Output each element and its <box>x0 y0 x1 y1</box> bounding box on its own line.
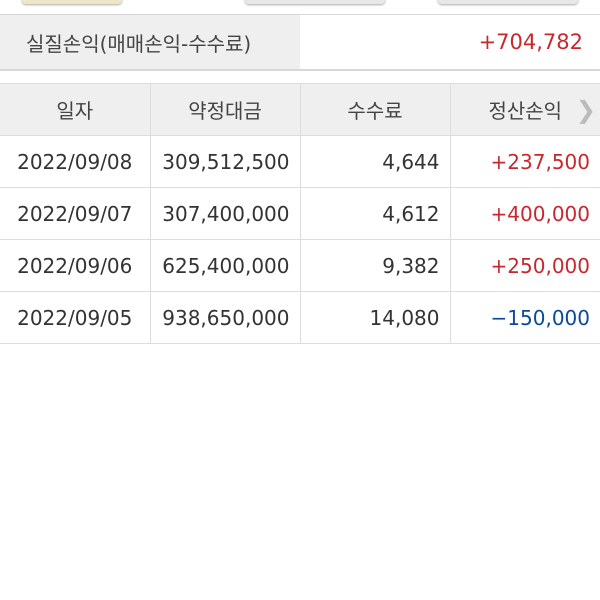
daily-settlement-table: 일자 약정대금 수수료 정산손익 ❯ 2022/09/08 309,512,500 4… <box>0 83 600 344</box>
top-button-3[interactable] <box>438 0 578 4</box>
net-profit-summary: 실질손익(매매손익-수수료) +704,782 <box>0 14 600 71</box>
cell-fee: 4,612 <box>299 187 451 240</box>
table-row[interactable]: 2022/09/05 938,650,000 14,080 −150,000 <box>0 291 600 344</box>
cell-amount: 625,400,000 <box>149 239 301 292</box>
cell-fee: 9,382 <box>299 239 451 292</box>
net-profit-value: +704,782 <box>478 30 583 54</box>
cell-amount: 307,400,000 <box>149 187 301 240</box>
table-row[interactable]: 2022/09/06 625,400,000 9,382 +250,000 <box>0 239 600 292</box>
header-fee: 수수료 <box>299 83 451 136</box>
header-date: 일자 <box>0 83 151 136</box>
cell-fee: 4,644 <box>299 135 451 188</box>
top-button-2[interactable] <box>245 0 385 4</box>
cell-pnl: +400,000 <box>449 187 600 240</box>
cell-pnl: +237,500 <box>449 135 600 188</box>
cell-pnl: −150,000 <box>449 291 600 344</box>
cell-date: 2022/09/06 <box>0 239 151 292</box>
cell-amount: 309,512,500 <box>149 135 301 188</box>
net-profit-label: 실질손익(매매손익-수수료) <box>0 15 300 69</box>
header-amount: 약정대금 <box>149 83 301 136</box>
cell-amount: 938,650,000 <box>149 291 301 344</box>
cell-date: 2022/09/07 <box>0 187 151 240</box>
header-pnl[interactable]: 정산손익 ❯ <box>449 83 600 136</box>
chevron-right-icon[interactable]: ❯ <box>575 96 596 124</box>
table-row[interactable]: 2022/09/07 307,400,000 4,612 +400,000 <box>0 187 600 240</box>
cell-pnl: +250,000 <box>449 239 600 292</box>
top-button-1[interactable] <box>22 0 122 4</box>
header-pnl-label: 정산손익 <box>488 99 563 123</box>
table-row[interactable]: 2022/09/08 309,512,500 4,644 +237,500 <box>0 135 600 188</box>
table-header: 일자 약정대금 수수료 정산손익 ❯ <box>0 83 600 136</box>
cell-date: 2022/09/08 <box>0 135 151 188</box>
cell-fee: 14,080 <box>299 291 451 344</box>
cell-date: 2022/09/05 <box>0 291 151 344</box>
